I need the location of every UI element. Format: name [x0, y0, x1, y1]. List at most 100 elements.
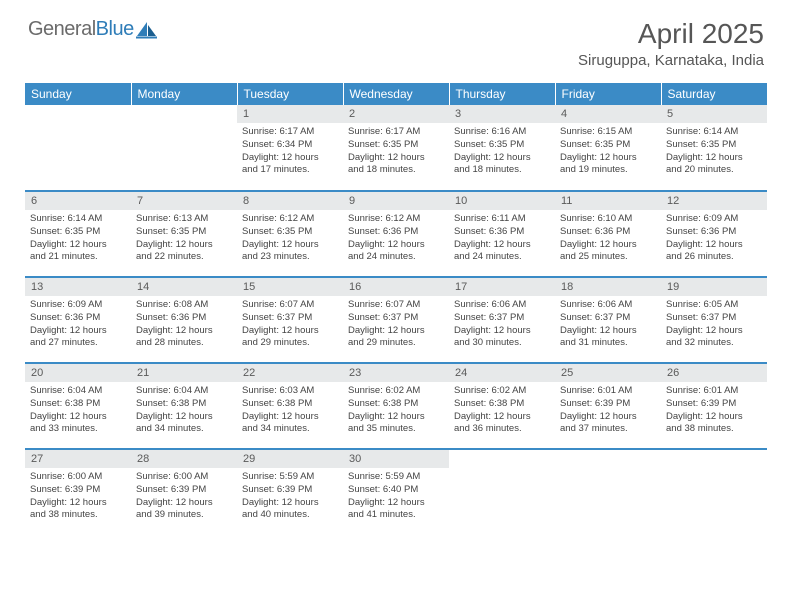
sunrise-line: Sunrise: 6:06 AM	[454, 299, 550, 312]
calendar-cell: 17Sunrise: 6:06 AMSunset: 6:37 PMDayligh…	[449, 277, 555, 363]
daylight-line2: and 27 minutes.	[30, 337, 126, 350]
daylight-line2: and 21 minutes.	[30, 251, 126, 264]
day-header: Wednesday	[343, 83, 449, 105]
calendar-cell: 19Sunrise: 6:05 AMSunset: 6:37 PMDayligh…	[661, 277, 767, 363]
calendar-cell: ..	[131, 105, 237, 191]
day-body: Sunrise: 6:02 AMSunset: 6:38 PMDaylight:…	[343, 382, 449, 440]
daylight-line2: and 24 minutes.	[454, 251, 550, 264]
calendar-cell: 8Sunrise: 6:12 AMSunset: 6:35 PMDaylight…	[237, 191, 343, 277]
sunrise-line: Sunrise: 6:16 AM	[454, 126, 550, 139]
day-number: 15	[237, 278, 343, 296]
sunrise-line: Sunrise: 5:59 AM	[242, 471, 338, 484]
daylight-line2: and 34 minutes.	[242, 423, 338, 436]
daylight-line1: Daylight: 12 hours	[30, 239, 126, 252]
sunrise-line: Sunrise: 6:02 AM	[348, 385, 444, 398]
daylight-line1: Daylight: 12 hours	[666, 411, 762, 424]
daylight-line2: and 18 minutes.	[348, 164, 444, 177]
day-number: 17	[449, 278, 555, 296]
sunset-line: Sunset: 6:38 PM	[30, 398, 126, 411]
daylight-line1: Daylight: 12 hours	[242, 497, 338, 510]
calendar-cell: 14Sunrise: 6:08 AMSunset: 6:36 PMDayligh…	[131, 277, 237, 363]
calendar-cell: 3Sunrise: 6:16 AMSunset: 6:35 PMDaylight…	[449, 105, 555, 191]
sunset-line: Sunset: 6:39 PM	[30, 484, 126, 497]
sunset-line: Sunset: 6:37 PM	[666, 312, 762, 325]
day-number: 9	[343, 192, 449, 210]
sunrise-line: Sunrise: 6:10 AM	[560, 213, 656, 226]
daylight-line1: Daylight: 12 hours	[30, 325, 126, 338]
calendar-cell: 15Sunrise: 6:07 AMSunset: 6:37 PMDayligh…	[237, 277, 343, 363]
daylight-line1: Daylight: 12 hours	[136, 239, 232, 252]
daylight-line1: Daylight: 12 hours	[454, 239, 550, 252]
day-body: Sunrise: 6:14 AMSunset: 6:35 PMDaylight:…	[25, 210, 131, 268]
day-body: Sunrise: 6:00 AMSunset: 6:39 PMDaylight:…	[131, 468, 237, 526]
day-body: Sunrise: 6:09 AMSunset: 6:36 PMDaylight:…	[25, 296, 131, 354]
day-number: 4	[555, 105, 661, 123]
day-body: Sunrise: 6:17 AMSunset: 6:35 PMDaylight:…	[343, 123, 449, 181]
day-number: 19	[661, 278, 767, 296]
day-number: 2	[343, 105, 449, 123]
daylight-line1: Daylight: 12 hours	[454, 411, 550, 424]
daylight-line2: and 35 minutes.	[348, 423, 444, 436]
sunrise-line: Sunrise: 6:17 AM	[242, 126, 338, 139]
calendar-cell: 4Sunrise: 6:15 AMSunset: 6:35 PMDaylight…	[555, 105, 661, 191]
day-body: Sunrise: 6:08 AMSunset: 6:36 PMDaylight:…	[131, 296, 237, 354]
location: Siruguppa, Karnataka, India	[578, 52, 764, 69]
sunset-line: Sunset: 6:35 PM	[666, 139, 762, 152]
calendar-cell: 13Sunrise: 6:09 AMSunset: 6:36 PMDayligh…	[25, 277, 131, 363]
sunrise-line: Sunrise: 6:14 AM	[30, 213, 126, 226]
daylight-line2: and 39 minutes.	[136, 509, 232, 522]
sunset-line: Sunset: 6:37 PM	[348, 312, 444, 325]
day-body: Sunrise: 6:00 AMSunset: 6:39 PMDaylight:…	[25, 468, 131, 526]
calendar-cell: 9Sunrise: 6:12 AMSunset: 6:36 PMDaylight…	[343, 191, 449, 277]
daylight-line2: and 29 minutes.	[348, 337, 444, 350]
daylight-line1: Daylight: 12 hours	[242, 411, 338, 424]
month-title: April 2025	[578, 18, 764, 50]
logo: GeneralBlue	[28, 18, 158, 41]
day-number: 30	[343, 450, 449, 468]
sunset-line: Sunset: 6:35 PM	[560, 139, 656, 152]
sunrise-line: Sunrise: 6:00 AM	[30, 471, 126, 484]
daylight-line2: and 36 minutes.	[454, 423, 550, 436]
calendar-body: ....1Sunrise: 6:17 AMSunset: 6:34 PMDayl…	[25, 105, 767, 535]
daylight-line1: Daylight: 12 hours	[348, 325, 444, 338]
sunrise-line: Sunrise: 6:00 AM	[136, 471, 232, 484]
daylight-line1: Daylight: 12 hours	[560, 152, 656, 165]
calendar-cell: 30Sunrise: 5:59 AMSunset: 6:40 PMDayligh…	[343, 449, 449, 535]
daylight-line1: Daylight: 12 hours	[242, 325, 338, 338]
calendar-cell: 22Sunrise: 6:03 AMSunset: 6:38 PMDayligh…	[237, 363, 343, 449]
daylight-line2: and 31 minutes.	[560, 337, 656, 350]
calendar-cell: 27Sunrise: 6:00 AMSunset: 6:39 PMDayligh…	[25, 449, 131, 535]
sunrise-line: Sunrise: 6:08 AM	[136, 299, 232, 312]
day-number: 14	[131, 278, 237, 296]
daylight-line2: and 30 minutes.	[454, 337, 550, 350]
day-number: 20	[25, 364, 131, 382]
calendar-cell: 21Sunrise: 6:04 AMSunset: 6:38 PMDayligh…	[131, 363, 237, 449]
sunset-line: Sunset: 6:38 PM	[136, 398, 232, 411]
calendar-week: 6Sunrise: 6:14 AMSunset: 6:35 PMDaylight…	[25, 191, 767, 277]
sunrise-line: Sunrise: 6:12 AM	[348, 213, 444, 226]
day-header: Friday	[555, 83, 661, 105]
daylight-line2: and 28 minutes.	[136, 337, 232, 350]
day-body: Sunrise: 6:12 AMSunset: 6:35 PMDaylight:…	[237, 210, 343, 268]
daylight-line1: Daylight: 12 hours	[242, 239, 338, 252]
sunrise-line: Sunrise: 6:17 AM	[348, 126, 444, 139]
daylight-line1: Daylight: 12 hours	[560, 239, 656, 252]
sunrise-line: Sunrise: 6:07 AM	[348, 299, 444, 312]
calendar-week: 13Sunrise: 6:09 AMSunset: 6:36 PMDayligh…	[25, 277, 767, 363]
sunset-line: Sunset: 6:37 PM	[560, 312, 656, 325]
day-header: Saturday	[661, 83, 767, 105]
day-body: Sunrise: 6:01 AMSunset: 6:39 PMDaylight:…	[661, 382, 767, 440]
day-number: 7	[131, 192, 237, 210]
sunrise-line: Sunrise: 6:14 AM	[666, 126, 762, 139]
daylight-line1: Daylight: 12 hours	[136, 325, 232, 338]
sunset-line: Sunset: 6:39 PM	[242, 484, 338, 497]
daylight-line1: Daylight: 12 hours	[30, 411, 126, 424]
day-number: 18	[555, 278, 661, 296]
day-body: Sunrise: 6:10 AMSunset: 6:36 PMDaylight:…	[555, 210, 661, 268]
calendar-cell: 26Sunrise: 6:01 AMSunset: 6:39 PMDayligh…	[661, 363, 767, 449]
day-header: Monday	[131, 83, 237, 105]
daylight-line1: Daylight: 12 hours	[666, 152, 762, 165]
header: GeneralBlue April 2025 Siruguppa, Karnat…	[0, 0, 792, 75]
day-body: Sunrise: 6:07 AMSunset: 6:37 PMDaylight:…	[237, 296, 343, 354]
day-header: Sunday	[25, 83, 131, 105]
